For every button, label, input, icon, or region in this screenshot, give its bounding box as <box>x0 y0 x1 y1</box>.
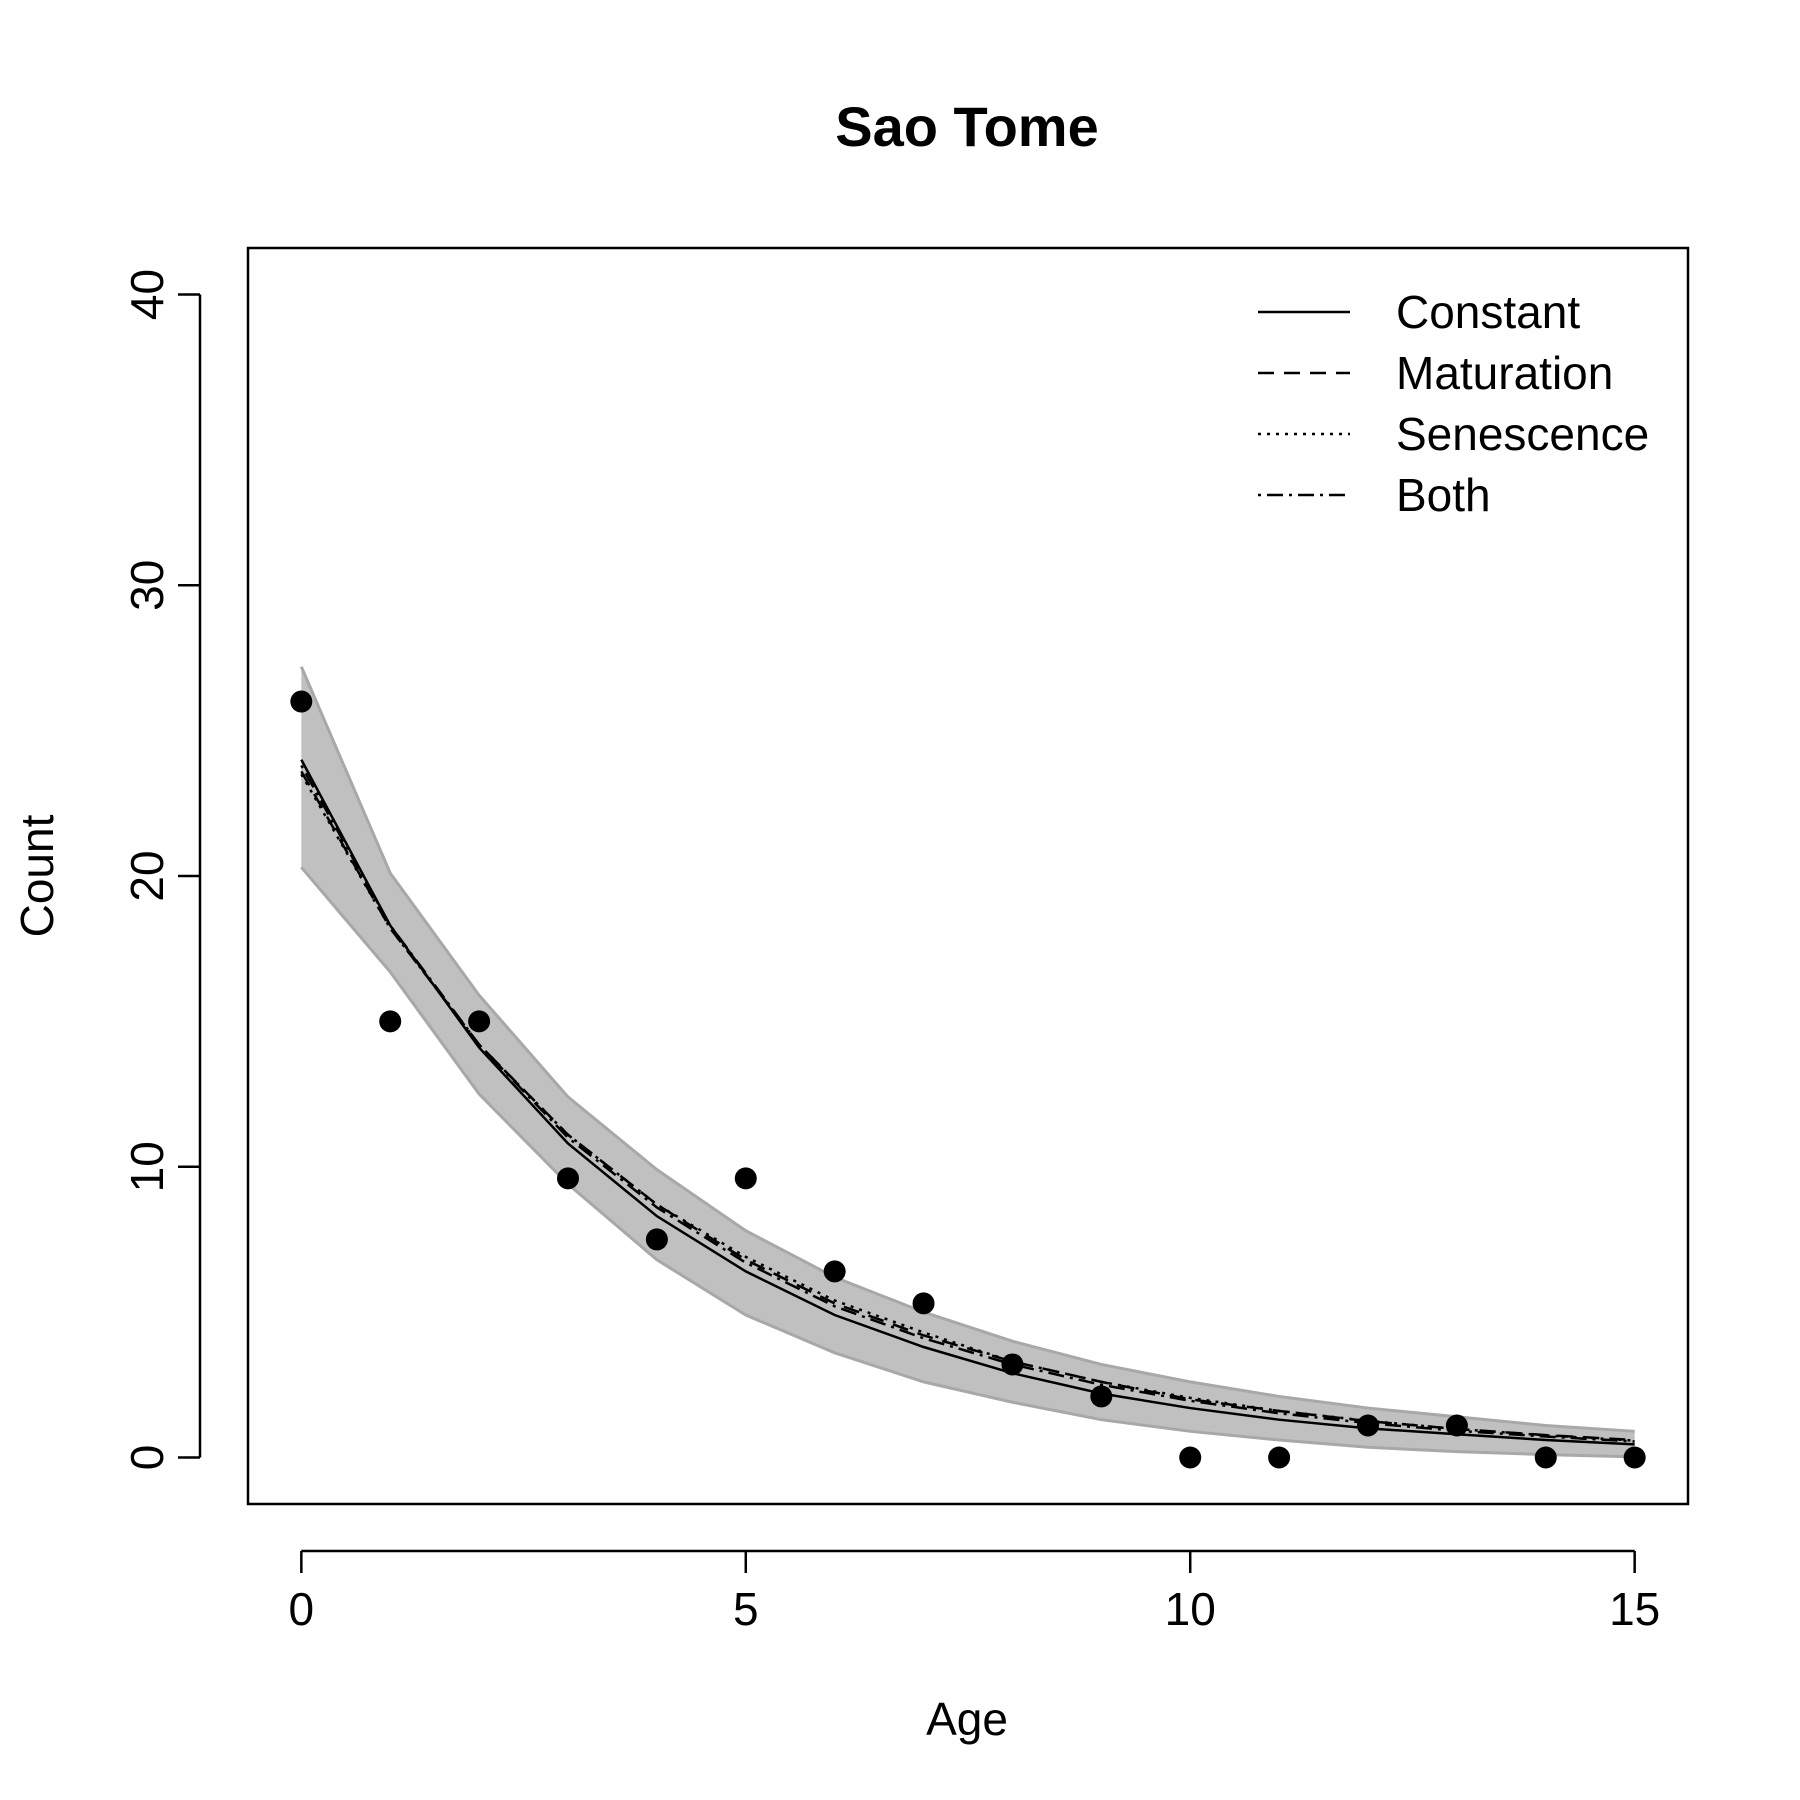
y-tick-label: 30 <box>121 560 173 611</box>
data-point <box>1179 1446 1202 1469</box>
confidence-band <box>301 666 1635 1457</box>
legend-label-both: Both <box>1396 469 1491 521</box>
y-tick-label: 40 <box>121 269 173 320</box>
axes-layer: 0 5 10 15 0 10 20 30 40 <box>121 269 1660 1635</box>
data-point <box>557 1167 579 1190</box>
data-point <box>468 1010 491 1033</box>
plot-frame <box>246 246 1690 1506</box>
data-point <box>1445 1414 1468 1437</box>
series-layer <box>300 759 1635 1446</box>
x-tick-label: 5 <box>733 1583 759 1635</box>
x-tick-label: 10 <box>1165 1583 1216 1635</box>
data-point <box>1090 1385 1113 1408</box>
legend-label-senescence: Senescence <box>1396 408 1649 460</box>
x-tick-label: 0 <box>289 1583 315 1635</box>
x-axis-label: Age <box>926 1693 1008 1745</box>
series-line-constant <box>300 759 1635 1446</box>
confidence-band-layer <box>299 666 1635 1459</box>
data-point <box>823 1260 846 1283</box>
y-axis-label: Count <box>11 814 63 937</box>
y-tick-label: 0 <box>121 1445 173 1471</box>
data-point <box>1623 1446 1646 1469</box>
data-point <box>290 690 313 713</box>
chart-title: Sao Tome <box>835 95 1098 158</box>
series-line-both <box>300 764 1635 1443</box>
data-point <box>645 1228 668 1251</box>
data-point <box>912 1292 935 1315</box>
data-point <box>1268 1446 1291 1469</box>
legend-label-constant: Constant <box>1396 286 1580 338</box>
data-point <box>734 1167 757 1190</box>
data-point <box>1534 1446 1557 1469</box>
points-layer <box>290 690 1646 1469</box>
y-tick-label: 10 <box>121 1141 173 1192</box>
data-point <box>379 1010 402 1033</box>
band-lower-edge <box>300 866 1635 1459</box>
legend-label-maturation: Maturation <box>1396 347 1613 399</box>
band-upper-edge <box>299 666 1635 1433</box>
legend: Constant Maturation Senescence Both <box>1258 286 1649 521</box>
y-tick-label: 20 <box>121 850 173 901</box>
data-point <box>1001 1353 1024 1376</box>
x-tick-label: 15 <box>1609 1583 1660 1635</box>
data-point <box>1357 1414 1379 1437</box>
